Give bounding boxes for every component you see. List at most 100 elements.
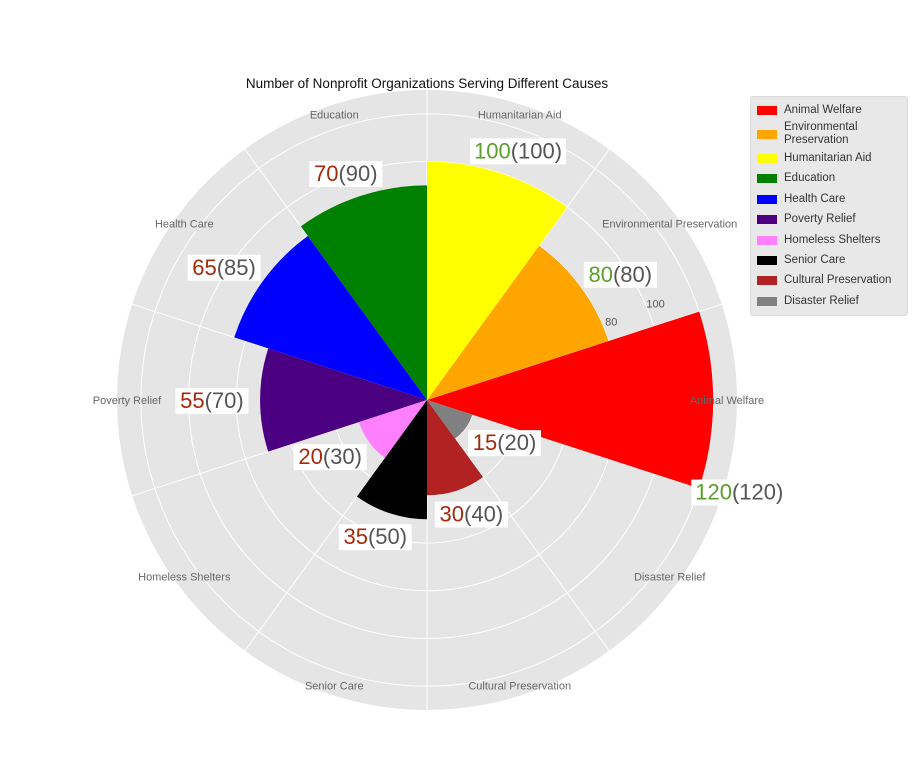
category-label: Senior Care xyxy=(305,680,364,692)
primary-value: 30 xyxy=(440,502,464,527)
category-label: Humanitarian Aid xyxy=(478,110,562,122)
bar-value: (80) xyxy=(613,262,652,287)
legend-item: Environmental Preservation xyxy=(751,120,907,148)
legend-swatch xyxy=(757,105,777,115)
data-label: 20(30) xyxy=(293,444,367,471)
bar-animal-welfare xyxy=(427,311,714,489)
primary-value: 100 xyxy=(474,138,511,163)
bar-value: (20) xyxy=(497,430,536,455)
data-label: 35(50) xyxy=(338,524,412,551)
legend-item: Poverty Relief xyxy=(751,210,907,230)
legend-label: Education xyxy=(784,172,836,185)
legend-swatch xyxy=(757,174,777,184)
chart-title: Number of Nonprofit Organizations Servin… xyxy=(246,76,608,91)
legend-swatch xyxy=(757,296,777,306)
primary-value: 120 xyxy=(695,480,732,505)
legend-label: Cultural Preservation xyxy=(784,274,892,287)
legend-label: Poverty Relief xyxy=(784,213,856,226)
legend-swatch xyxy=(757,256,777,266)
data-label-text: 70(90) xyxy=(314,161,378,186)
bar-environmental-preservation xyxy=(427,245,609,400)
data-label-background xyxy=(470,138,567,165)
data-label-text: 55(70) xyxy=(180,388,244,413)
legend-item: Senior Care xyxy=(751,250,907,270)
grid-spoke xyxy=(426,399,722,497)
bar-education xyxy=(300,185,427,400)
data-label-text: 35(50) xyxy=(343,524,407,549)
legend-item: Disaster Relief xyxy=(751,291,907,311)
category-label: Health Care xyxy=(155,219,214,231)
bar-poverty-relief xyxy=(260,348,427,452)
data-label-text: 65(85) xyxy=(192,255,256,280)
bar-value: (50) xyxy=(368,524,407,549)
category-label: Disaster Relief xyxy=(634,571,706,583)
data-label: 120(120) xyxy=(691,479,788,506)
legend-swatch xyxy=(757,194,777,204)
bar-value: (85) xyxy=(217,255,256,280)
data-label-text: 120(120) xyxy=(695,480,783,505)
primary-value: 70 xyxy=(314,161,338,186)
legend: Animal Welfare Environmental Preservation… xyxy=(750,96,908,316)
data-label-text: 20(30) xyxy=(298,444,362,469)
data-label-background xyxy=(434,501,508,528)
data-label: 70(90) xyxy=(309,161,383,188)
data-label-background xyxy=(293,444,367,471)
data-label-background xyxy=(338,524,412,551)
legend-item: Education xyxy=(751,169,907,189)
legend-item: Health Care xyxy=(751,189,907,209)
legend-item: Animal Welfare xyxy=(751,100,907,120)
data-label-background xyxy=(691,479,788,506)
data-label: 65(85) xyxy=(187,254,261,281)
bar-value: (30) xyxy=(323,444,362,469)
data-label: 15(20) xyxy=(468,430,542,457)
bar-value: (40) xyxy=(464,502,503,527)
primary-value: 65 xyxy=(192,255,216,280)
primary-value: 55 xyxy=(180,388,204,413)
legend-item: Humanitarian Aid xyxy=(751,148,907,168)
data-label-background xyxy=(583,261,657,288)
legend-label: Animal Welfare xyxy=(784,103,862,116)
category-label: Poverty Relief xyxy=(93,395,162,407)
data-label-text: 80(80) xyxy=(588,262,652,287)
primary-value: 35 xyxy=(343,524,367,549)
bar-senior-care xyxy=(356,400,427,520)
data-label: 100(100) xyxy=(470,138,567,165)
legend-label: Senior Care xyxy=(784,254,846,267)
bar-value: (100) xyxy=(511,138,562,163)
bar-health-care xyxy=(234,236,427,400)
legend-swatch xyxy=(757,235,777,245)
legend-label: Disaster Relief xyxy=(784,294,859,307)
legend-swatch xyxy=(757,129,777,139)
category-label: Education xyxy=(310,110,359,122)
category-label: Animal Welfare xyxy=(690,395,764,407)
legend-item: Cultural Preservation xyxy=(751,271,907,291)
primary-value: 15 xyxy=(473,430,497,455)
legend-label: Homeless Shelters xyxy=(784,233,881,246)
primary-value: 20 xyxy=(298,444,322,469)
category-label: Cultural Preservation xyxy=(468,680,571,692)
bar-homeless-shelters xyxy=(358,400,427,458)
category-label: Environmental Preservation xyxy=(602,219,737,231)
category-label: Homeless Shelters xyxy=(138,571,231,583)
bar-value: (70) xyxy=(205,388,244,413)
data-label: 80(80) xyxy=(583,261,657,288)
data-label-text: 15(20) xyxy=(473,430,537,455)
legend-swatch xyxy=(757,154,777,164)
data-label-background xyxy=(187,254,261,281)
legend-item: Homeless Shelters xyxy=(751,230,907,250)
bar-value: (90) xyxy=(338,161,377,186)
data-label-background xyxy=(175,388,249,414)
legend-label: Health Care xyxy=(784,192,846,205)
data-label: 55(70) xyxy=(175,388,249,414)
primary-value: 80 xyxy=(588,262,612,287)
radial-tick-label: 80 xyxy=(605,317,617,329)
bar-humanitarian-aid xyxy=(427,161,568,400)
data-label-text: 30(40) xyxy=(440,502,504,527)
data-label-background xyxy=(309,161,383,188)
legend-swatch xyxy=(757,276,777,286)
legend-label: Humanitarian Aid xyxy=(784,152,872,165)
bar-cultural-preservation xyxy=(427,400,484,496)
bar-disaster-relief xyxy=(427,400,473,439)
